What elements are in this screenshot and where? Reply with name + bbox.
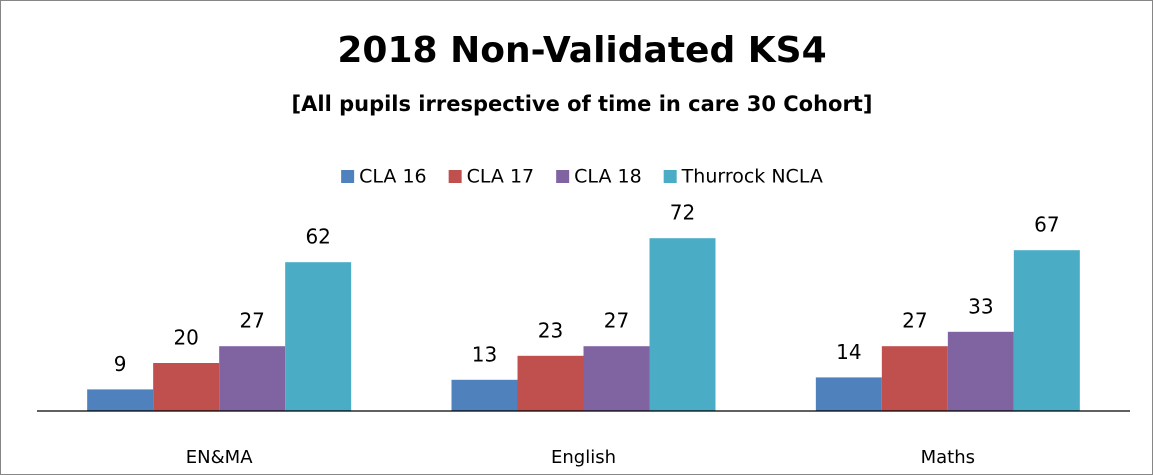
value-label: 9 [114,352,127,376]
value-label: 62 [305,225,330,249]
legend-swatch [663,170,677,183]
value-label: 13 [472,342,497,366]
value-label: 27 [239,309,264,333]
bar [451,379,518,411]
bar [1013,250,1080,411]
value-label: 14 [836,340,861,364]
value-label: 27 [604,309,629,333]
bar [153,363,220,411]
bar [517,355,584,411]
value-label: 33 [968,294,993,318]
bar [583,346,650,411]
bar [219,346,286,411]
bar [947,331,1014,411]
legend-label: CLA 17 [467,166,535,188]
x-tick-label: Maths [921,447,975,468]
legend-swatch [556,170,570,183]
bar [649,238,716,411]
bar [87,389,154,411]
value-label: 20 [173,326,198,350]
chart-subtitle: [All pupils irrespective of time in care… [292,92,873,116]
value-label: 23 [538,318,563,342]
x-tick-label: English [551,447,616,468]
value-label: 67 [1034,213,1059,237]
bar [285,262,352,411]
legend-label: Thurrock NCLA [681,166,823,188]
value-label: 72 [670,201,695,225]
value-label: 27 [902,309,927,333]
bar [815,377,882,411]
legend-label: CLA 16 [359,166,427,188]
legend-label: CLA 18 [574,166,642,188]
bar [881,346,948,411]
legend-swatch [341,170,355,183]
legend-swatch [448,170,462,183]
x-tick-label: EN&MA [186,447,253,468]
chart-title: 2018 Non-Validated KS4 [337,30,826,71]
